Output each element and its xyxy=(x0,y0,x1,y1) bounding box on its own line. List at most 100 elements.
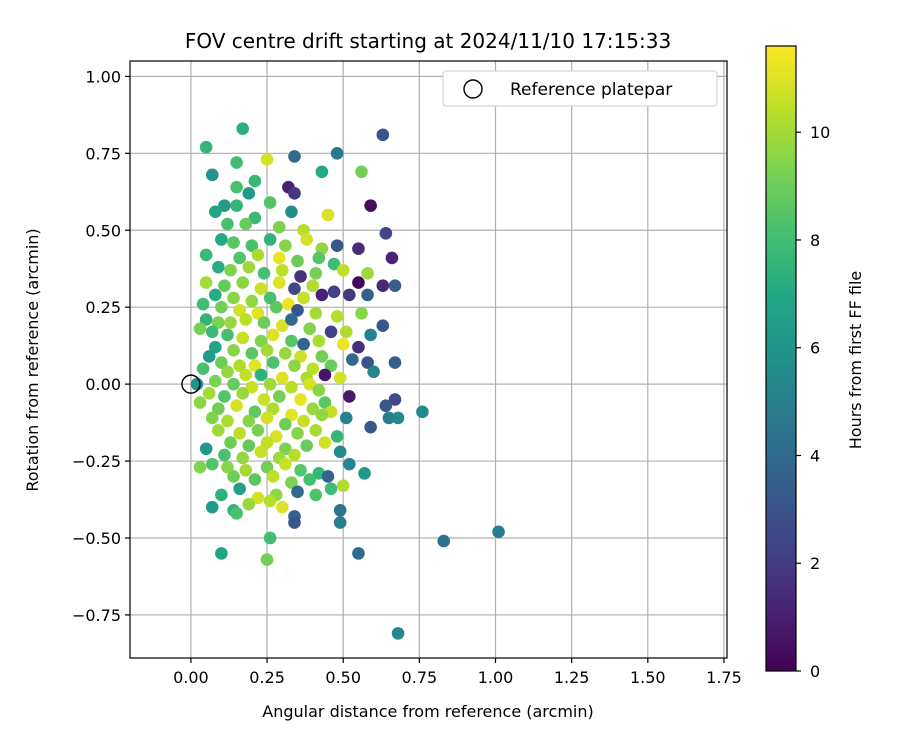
data-point xyxy=(306,362,320,376)
data-point xyxy=(263,531,277,545)
y-tick-label: 0.00 xyxy=(85,375,121,394)
data-point xyxy=(224,436,237,449)
data-point xyxy=(321,470,335,483)
data-point xyxy=(215,547,228,560)
data-point xyxy=(236,331,249,345)
data-point xyxy=(275,263,289,277)
data-point xyxy=(212,316,225,329)
data-point xyxy=(333,516,347,529)
data-point xyxy=(343,288,356,302)
data-point xyxy=(221,365,234,379)
data-point xyxy=(279,417,292,431)
data-point xyxy=(291,485,304,499)
data-point xyxy=(333,503,347,517)
data-point xyxy=(391,411,405,425)
data-point xyxy=(221,414,234,428)
data-point xyxy=(215,488,228,502)
data-point xyxy=(251,307,265,320)
y-axis-label: Rotation from reference (arcmin) xyxy=(23,228,42,491)
x-tick-label: 1.50 xyxy=(630,668,666,687)
data-point xyxy=(297,337,310,351)
data-point xyxy=(275,371,289,385)
data-point xyxy=(212,260,225,274)
data-point xyxy=(263,494,277,508)
data-point xyxy=(239,463,253,477)
data-point xyxy=(236,276,249,289)
data-point xyxy=(297,414,310,428)
colorbar-tick-label: 2 xyxy=(810,554,820,573)
data-point xyxy=(199,313,213,326)
data-point xyxy=(245,380,259,394)
data-point xyxy=(215,300,228,314)
data-point xyxy=(263,291,277,305)
data-point xyxy=(333,445,347,459)
data-point xyxy=(312,334,326,348)
data-point xyxy=(215,233,228,246)
data-point xyxy=(303,473,317,486)
data-point xyxy=(260,553,274,566)
data-point xyxy=(263,196,277,209)
data-point xyxy=(294,270,307,283)
data-point xyxy=(285,476,298,489)
y-axis: −0.75 −0.50 −0.25 0.00 0.25 0.50 0.75 1.00 xyxy=(72,67,130,625)
data-point xyxy=(239,368,253,382)
data-point xyxy=(248,405,262,419)
data-point xyxy=(248,473,262,486)
data-point xyxy=(254,368,268,382)
data-point xyxy=(343,457,356,471)
data-point xyxy=(221,460,234,474)
data-point xyxy=(339,325,353,339)
data-point xyxy=(492,525,505,539)
y-tick-label: −0.25 xyxy=(72,452,121,471)
data-point xyxy=(248,359,262,372)
data-point xyxy=(215,356,228,369)
data-point xyxy=(318,368,332,382)
data-point xyxy=(227,236,240,249)
data-point xyxy=(367,365,380,379)
data-point xyxy=(202,387,216,400)
data-point xyxy=(242,414,256,428)
data-point xyxy=(294,393,307,406)
data-point xyxy=(208,288,222,302)
data-point xyxy=(242,497,256,511)
data-point xyxy=(291,254,304,268)
data-point xyxy=(388,356,402,369)
data-point xyxy=(376,128,390,142)
y-tick-label: 1.00 xyxy=(85,67,121,86)
y-tick-label: −0.50 xyxy=(72,529,121,548)
data-point xyxy=(242,260,256,274)
data-point xyxy=(324,359,338,372)
data-point xyxy=(218,448,231,462)
data-point xyxy=(218,199,231,212)
data-point xyxy=(221,217,234,231)
data-point xyxy=(269,430,283,443)
data-point xyxy=(272,390,286,403)
data-point xyxy=(248,174,262,188)
data-point xyxy=(193,396,207,409)
data-point xyxy=(379,227,393,240)
data-point xyxy=(285,313,298,326)
data-point xyxy=(224,316,237,329)
data-point xyxy=(285,334,298,348)
data-point xyxy=(336,337,350,351)
data-point xyxy=(205,500,219,514)
data-point xyxy=(263,377,277,391)
data-point xyxy=(196,362,210,376)
data-point xyxy=(236,387,249,400)
colorbar-tick-label: 8 xyxy=(810,231,820,250)
data-point xyxy=(312,251,326,265)
data-point xyxy=(361,356,374,369)
x-axis-label: Angular distance from reference (arcmin) xyxy=(262,702,593,721)
data-point xyxy=(239,313,253,326)
data-point xyxy=(288,150,301,163)
data-point xyxy=(355,307,368,320)
data-point xyxy=(303,377,317,391)
data-point xyxy=(285,380,298,394)
data-point xyxy=(205,168,219,182)
points-layer xyxy=(190,122,505,640)
data-point xyxy=(336,479,350,492)
data-point xyxy=(275,500,289,514)
plot-frame xyxy=(129,60,728,659)
data-point xyxy=(245,294,259,308)
